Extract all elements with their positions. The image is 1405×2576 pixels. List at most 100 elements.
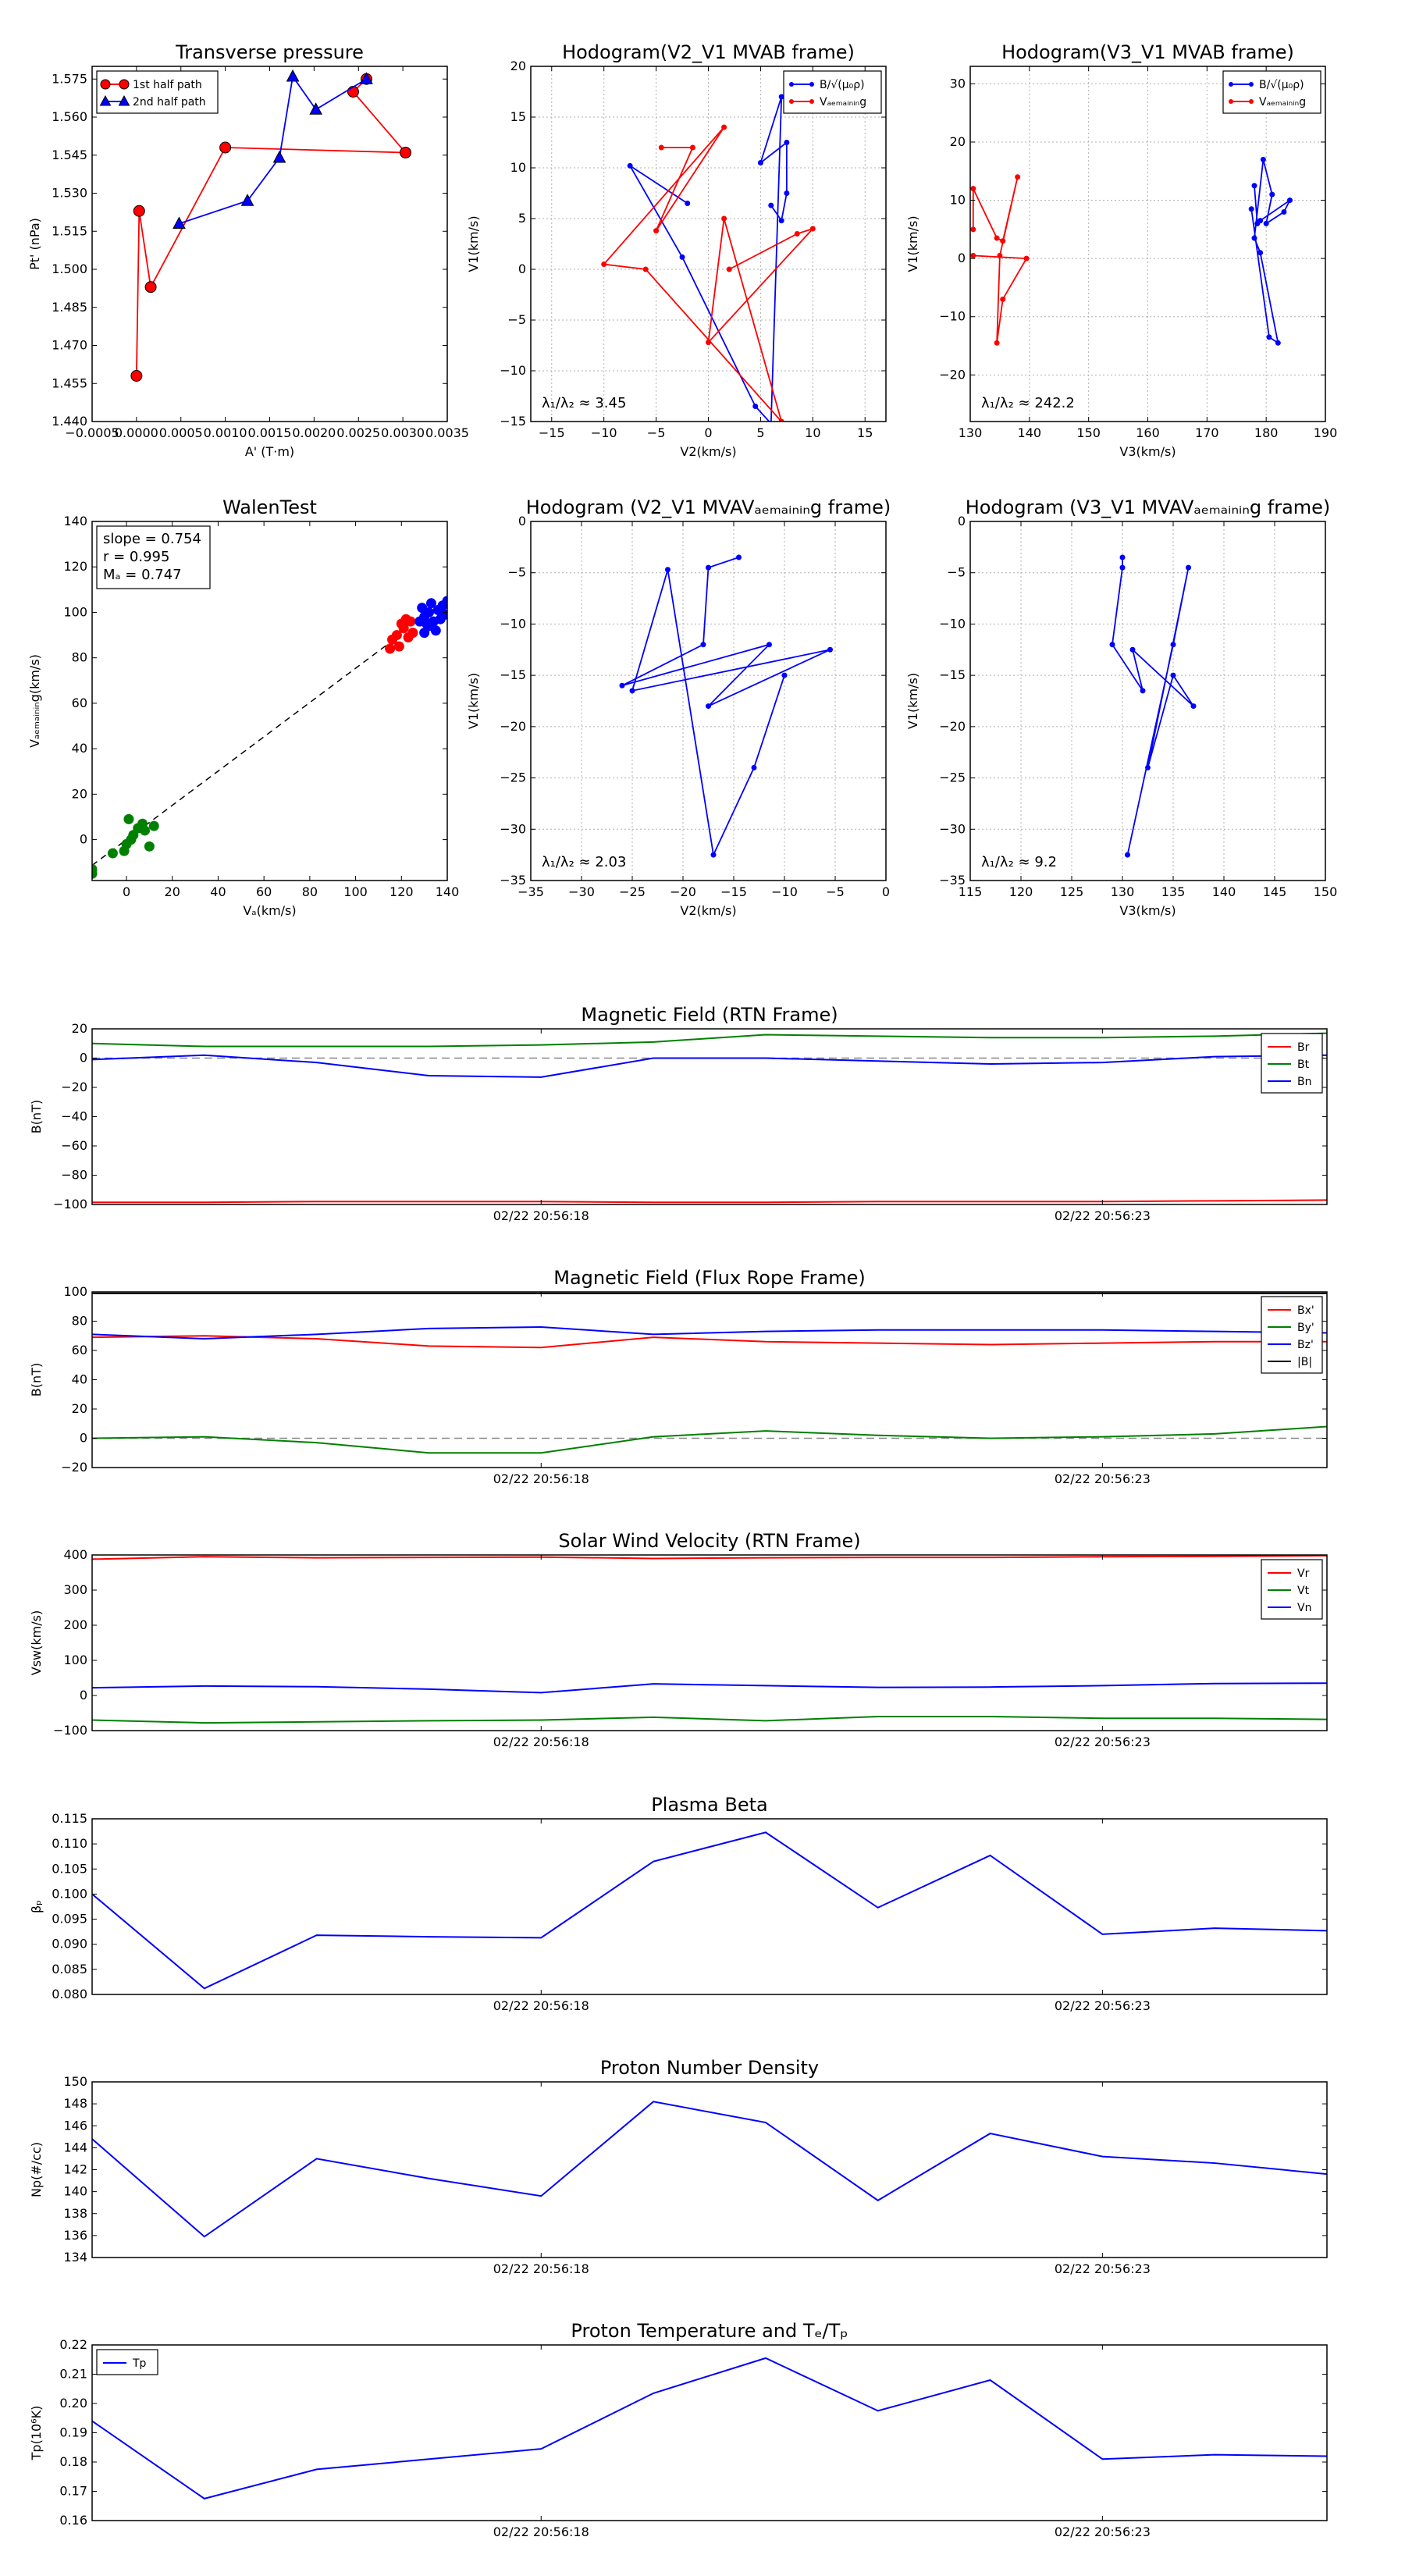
legend-label: Vₐₑₘₐᵢₙᵢₙg xyxy=(1259,96,1306,109)
legend: B/√(μ₀ρ) Vₐₑₘₐᵢₙᵢₙg xyxy=(1222,70,1321,114)
series-0 xyxy=(1109,554,1197,858)
x-tick-label: −35 xyxy=(518,884,544,899)
stats-box xyxy=(96,525,211,589)
x-tick-label: 130 xyxy=(1111,884,1135,899)
x-tick-label: −15 xyxy=(539,425,565,440)
legend-label: Vₐₑₘₐᵢₙᵢₙg xyxy=(820,96,866,109)
data-point xyxy=(665,567,670,573)
legend-label: 1st half path xyxy=(133,79,202,91)
y-tick-label: −40 xyxy=(61,1109,87,1124)
x-axis-label: V2(km/s) xyxy=(680,444,736,459)
data-point xyxy=(439,609,447,620)
data-point xyxy=(140,825,151,836)
plot-area xyxy=(92,596,447,879)
legend-label: 2nd half path xyxy=(133,96,206,109)
y-tick-label: −60 xyxy=(61,1138,87,1153)
data-point xyxy=(642,266,649,272)
x-tick-label: 180 xyxy=(1254,425,1279,440)
x-tick-label: 02/22 20:56:23 xyxy=(1055,1471,1151,1486)
chart-title: Hodogram (V2_V1 MVAVₐₑₘₐᵢₙᵢₙg frame) xyxy=(526,496,891,518)
legend-label: By' xyxy=(1297,1322,1314,1334)
data-point xyxy=(144,841,155,852)
data-point xyxy=(1145,764,1151,770)
y-tick-label: −30 xyxy=(500,821,526,836)
fit-line xyxy=(92,642,391,866)
legend-label: Tp xyxy=(132,2357,147,2370)
legend-box xyxy=(96,70,219,114)
x-tick-label: 02/22 20:56:23 xyxy=(1055,1735,1151,1749)
x-tick-label: 135 xyxy=(1161,884,1186,899)
y-tick-label: 0.21 xyxy=(59,2367,87,2382)
plot-area xyxy=(970,156,1293,346)
y-tick-label: 80 xyxy=(72,1314,87,1329)
series-line xyxy=(1112,557,1194,856)
y-tick-label: −25 xyxy=(939,770,966,785)
x-tick-label: 170 xyxy=(1195,425,1219,440)
x-tick-label: 02/22 20:56:23 xyxy=(1055,2261,1151,2276)
series-line xyxy=(92,1555,1327,1560)
data-point xyxy=(784,190,790,196)
y-tick-label: 1.470 xyxy=(52,338,87,353)
data-point xyxy=(144,281,157,294)
y-tick-label: 0.20 xyxy=(59,2396,87,2411)
x-tick-label: 5 xyxy=(756,425,764,440)
series-v-g xyxy=(601,124,816,422)
data-point xyxy=(123,813,134,824)
y-tick-label: −5 xyxy=(507,312,526,327)
y-tick-label: −10 xyxy=(939,309,966,324)
series-blue xyxy=(414,596,447,639)
x-axis-label: Vₐ(km/s) xyxy=(243,903,296,918)
legend-label: Bt xyxy=(1297,1059,1310,1071)
y-tick-label: 20 xyxy=(72,786,87,801)
series-line xyxy=(92,1199,1327,1204)
data-point xyxy=(1000,238,1006,244)
series-line xyxy=(1250,159,1291,345)
chart-mag_fr: 02/22 20:56:18 02/22 20:56:23 −20 0 20 40 60 80… xyxy=(29,1267,1328,1486)
legend-marker xyxy=(1249,82,1254,87)
plot-area xyxy=(601,94,816,422)
legend: 1st half path 2nd half path xyxy=(96,70,219,114)
x-tick-label: −15 xyxy=(720,884,747,899)
y-tick-label: −20 xyxy=(939,367,966,382)
series-line xyxy=(92,1335,1327,1349)
data-point xyxy=(398,623,409,634)
legend-marker xyxy=(1229,99,1233,104)
x-tick-label: 115 xyxy=(959,884,983,899)
data-point xyxy=(424,621,435,632)
chart-title: Proton Number Density xyxy=(600,2057,819,2079)
chart-hodo_v2v1_mvab: −15 −10 −5 0 5 10 15 −15 −10 −5 0 5 10 15 20 Hodogram(V… xyxy=(466,41,887,459)
y-tick-label: 1.575 xyxy=(52,71,87,86)
series-tp xyxy=(92,2357,1327,2500)
y-tick-label: 1.545 xyxy=(52,148,87,162)
x-tick-label: 02/22 20:56:18 xyxy=(493,1208,589,1223)
data-point xyxy=(1263,220,1269,226)
y-tick-label: 0.095 xyxy=(52,1912,87,1927)
stats-line: slope = 0.754 xyxy=(103,531,201,547)
data-point xyxy=(778,418,784,422)
data-point xyxy=(721,124,727,130)
x-tick-label: 80 xyxy=(302,884,318,899)
y-tick-label: 1.485 xyxy=(52,300,87,315)
y-tick-label: −80 xyxy=(61,1168,87,1183)
plot-area xyxy=(619,554,833,858)
x-tick-label: 0.0005 xyxy=(159,425,203,440)
y-tick-label: −5 xyxy=(947,565,966,580)
series-line xyxy=(972,176,1028,343)
legend-label: Br xyxy=(1297,1041,1310,1054)
chart-title: Magnetic Field (RTN Frame) xyxy=(581,1004,838,1026)
x-tick-label: −25 xyxy=(619,884,646,899)
y-tick-label: 0 xyxy=(80,1051,87,1066)
data-point xyxy=(407,628,418,639)
x-axis-label: A' (T·m) xyxy=(245,444,294,459)
data-point xyxy=(629,688,635,694)
y-tick-label: 144 xyxy=(63,2140,87,2154)
data-point xyxy=(391,630,402,641)
y-tick-label: −5 xyxy=(507,565,526,580)
y-axis-label: V1(km/s) xyxy=(466,215,481,272)
x-tick-label: −10 xyxy=(591,425,617,440)
data-point xyxy=(997,252,1003,258)
data-point xyxy=(1275,340,1281,346)
axes-frame xyxy=(91,2344,1328,2521)
data-point xyxy=(133,205,145,217)
legend-marker xyxy=(99,94,112,106)
